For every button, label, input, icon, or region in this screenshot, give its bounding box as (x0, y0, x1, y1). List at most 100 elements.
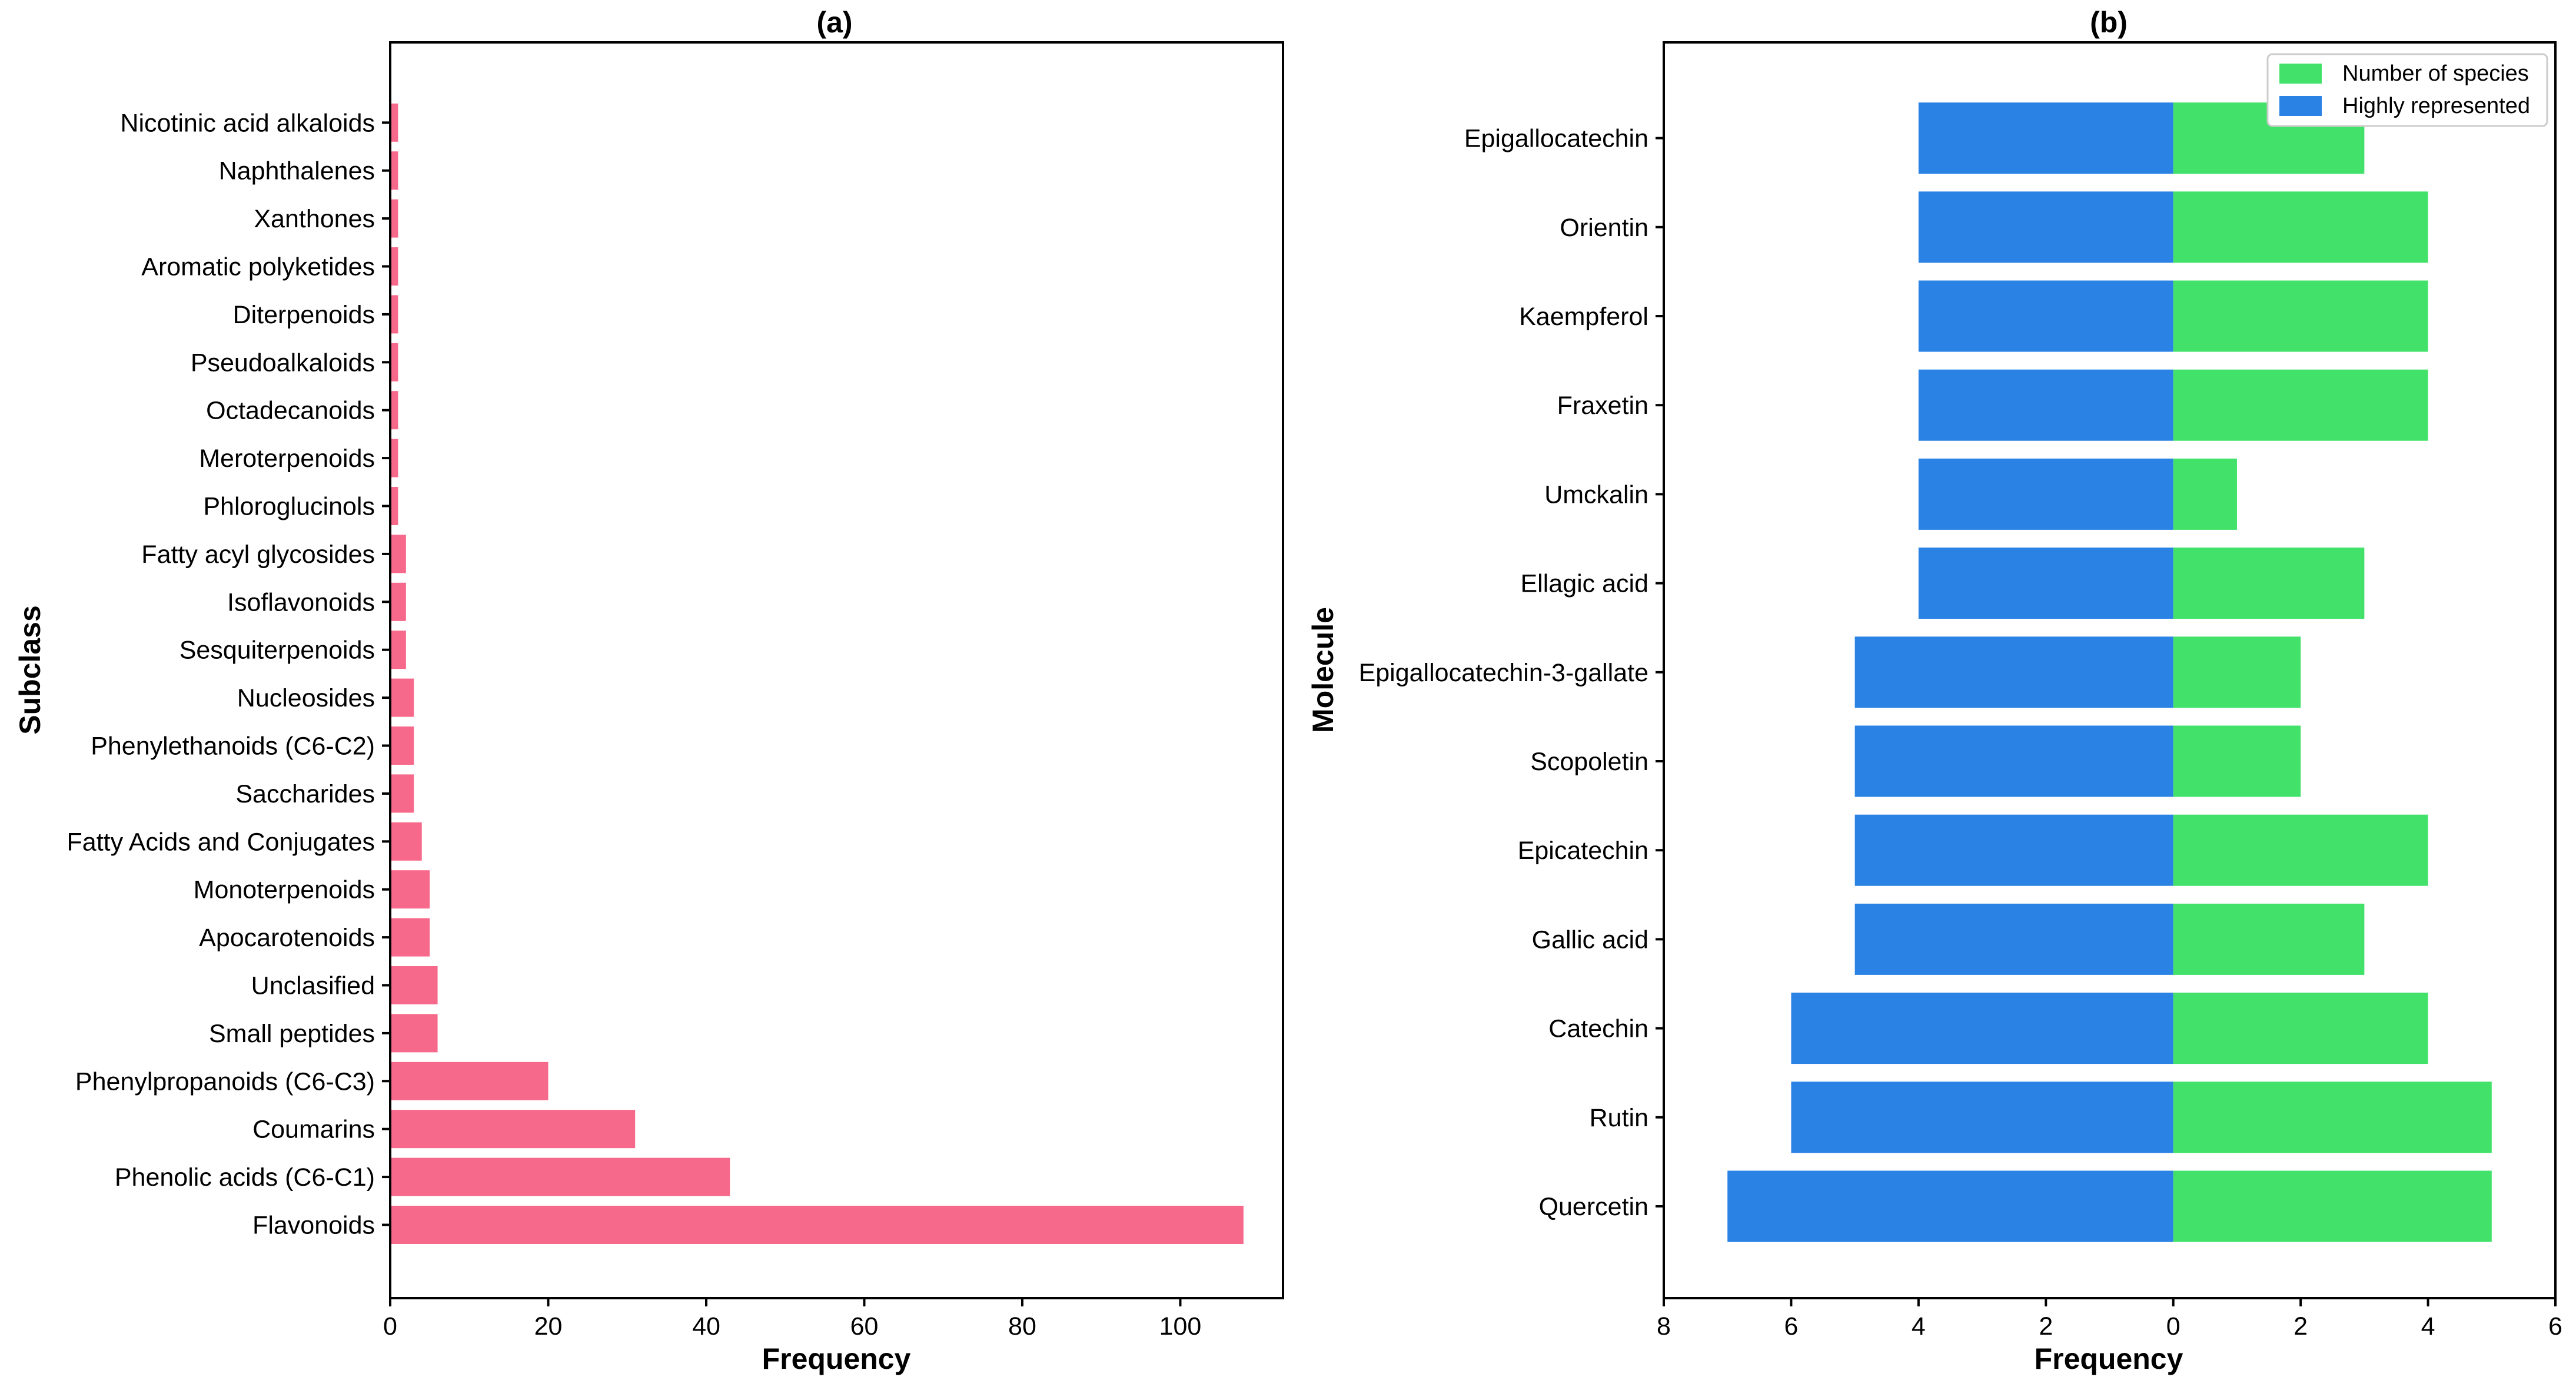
y-tick-label-rutin: Rutin (1590, 1104, 1648, 1132)
bar-highly-represented-orientin (1918, 191, 2173, 263)
x-tick-label: 4 (2421, 1312, 2435, 1341)
subclass-chart: (a) Flavonoids Phenolic acids (C6-C1) Coum… (14, 6, 1284, 1375)
y-tick-label-flavonoids: Flavonoids (252, 1212, 375, 1240)
bar-flavonoids (390, 1206, 1244, 1244)
x-tick-label: 2 (2294, 1312, 2308, 1341)
bar-number-of-species-scopoletin (2173, 725, 2301, 797)
bar-highly-represented-scopoletin (1854, 725, 2173, 797)
x-tick-label: 0 (2166, 1312, 2181, 1341)
y-tick-label-monoterpenoids: Monoterpenoids (194, 876, 375, 904)
y-tick-label-gallic-acid: Gallic acid (1532, 925, 1648, 954)
bar-pseudoalkaloids (390, 343, 398, 381)
chart-b-y-axis-title: Molecule (1307, 607, 1339, 733)
bar-coumarins (390, 1110, 636, 1149)
bar-number-of-species-epicatechin (2173, 814, 2428, 886)
y-tick-label-aromatic-polyketides: Aromatic polyketides (141, 253, 375, 281)
chart-b-x-axis-title: Frequency (2035, 1342, 2183, 1375)
x-tick-label: 0 (383, 1312, 397, 1341)
bar-highly-represented-epicatechin (1854, 814, 2173, 886)
bar-phenylethanoids-c6-c2 (390, 726, 414, 765)
x-tick-label: 4 (1912, 1312, 1926, 1341)
y-tick-label-kaempferol: Kaempferol (1519, 303, 1648, 331)
bar-xanthones (390, 199, 398, 238)
y-tick-label-naphthalenes: Naphthalenes (219, 157, 375, 185)
x-tick-label: 60 (850, 1312, 879, 1341)
x-tick-label: 6 (2548, 1312, 2562, 1341)
y-tick-label-umckalin: Umckalin (1544, 480, 1648, 509)
bar-highly-represented-kaempferol (1918, 280, 2173, 352)
chart-b-plot-frame (1663, 41, 2557, 1299)
y-tick-label-nicotinic-acid-alkaloids: Nicotinic acid alkaloids (120, 109, 375, 137)
y-tick-label-epigallocatechin-3-gallate: Epigallocatechin-3-gallate (1359, 659, 1648, 687)
bar-highly-represented-fraxetin (1918, 369, 2173, 441)
chart-a-title: (a) (816, 6, 852, 39)
bar-highly-represented-quercetin (1727, 1170, 2173, 1242)
chart-b-legend: Number of species Highly represented (2266, 53, 2548, 127)
chart-a-x-axis-title: Frequency (762, 1342, 911, 1375)
bar-highly-represented-umckalin (1918, 458, 2173, 530)
x-tick-label: 6 (1784, 1312, 1798, 1341)
legend-swatch-highly-represented (2279, 96, 2322, 116)
x-tick-label: 80 (1008, 1312, 1036, 1341)
y-tick-label-quercetin: Quercetin (1539, 1193, 1648, 1221)
x-tick-label: 2 (2039, 1312, 2053, 1341)
bar-number-of-species-gallic-acid (2173, 903, 2365, 975)
bar-apocarotenoids (390, 918, 430, 957)
chart-b-bars (1727, 102, 2492, 1242)
chart-a-bars (390, 103, 1244, 1244)
bar-highly-represented-catechin (1791, 993, 2173, 1064)
y-tick-label-nucleosides: Nucleosides (237, 684, 375, 712)
bar-number-of-species-kaempferol (2173, 280, 2428, 352)
bar-phloroglucinols (390, 487, 398, 525)
bar-number-of-species-orientin (2173, 191, 2428, 263)
bar-isoflavonoids (390, 582, 406, 621)
x-tick-label: 100 (1159, 1312, 1202, 1341)
bar-number-of-species-rutin (2173, 1082, 2492, 1153)
chart-a-y-ticks: Flavonoids Phenolic acids (C6-C1) Coumarin… (67, 109, 390, 1240)
x-tick-label: 8 (1657, 1312, 1671, 1341)
y-tick-label-isoflavonoids: Isoflavonoids (227, 588, 375, 616)
y-tick-label-pseudoalkaloids: Pseudoalkaloids (191, 349, 375, 377)
bar-sesquiterpenoids (390, 631, 406, 669)
chart-a-y-axis-title: Subclass (14, 605, 46, 735)
bar-number-of-species-umckalin (2173, 458, 2237, 530)
y-tick-label-phenylethanoids-c6-c2: Phenylethanoids (C6-C2) (91, 732, 375, 761)
y-tick-label-epigallocatechin: Epigallocatechin (1464, 125, 1648, 153)
bar-highly-represented-ellagic-acid (1918, 548, 2173, 619)
legend-frame (2266, 53, 2548, 127)
y-tick-label-diterpenoids: Diterpenoids (233, 301, 375, 329)
x-tick-label: 20 (534, 1312, 563, 1341)
y-tick-label-small-peptides: Small peptides (209, 1020, 375, 1048)
bar-highly-represented-gallic-acid (1854, 903, 2173, 975)
y-tick-label-unclasified: Unclasified (251, 972, 375, 1000)
y-tick-label-fatty-acyl-glycosides: Fatty acyl glycosides (141, 540, 375, 569)
y-tick-label-xanthones: Xanthones (254, 205, 375, 233)
y-tick-label-epicatechin: Epicatechin (1518, 837, 1648, 865)
bar-naphthalenes (390, 151, 398, 190)
bar-diterpenoids (390, 295, 398, 334)
y-tick-label-scopoletin: Scopoletin (1530, 748, 1648, 776)
y-tick-label-saccharides: Saccharides (235, 780, 375, 808)
bar-fatty-acids-and-conjugates (390, 822, 422, 861)
y-tick-label-phloroglucinols: Phloroglucinols (203, 493, 375, 521)
bar-phenylpropanoids-c6-c3 (390, 1061, 549, 1100)
bar-highly-represented-epigallocatechin (1918, 102, 2173, 174)
legend-label-number-of-species: Number of species (2342, 61, 2529, 86)
chart-a-x-ticks: 0 20 40 60 80 100 (383, 1298, 1201, 1341)
chart-b-y-ticks: Quercetin Rutin Catechin Gallic acid Epicate… (1359, 125, 1664, 1221)
bar-aromatic-polyketides (390, 247, 398, 286)
bar-number-of-species-epigallocatechin-3-gallate (2173, 636, 2301, 708)
y-tick-label-fatty-acids-and-conjugates: Fatty Acids and Conjugates (67, 828, 375, 856)
y-tick-label-phenolic-acids-c6-c1: Phenolic acids (C6-C1) (115, 1163, 375, 1192)
y-tick-label-coumarins: Coumarins (252, 1116, 375, 1144)
bar-phenolic-acids-c6-c1 (390, 1157, 730, 1196)
y-tick-label-fraxetin: Fraxetin (1557, 392, 1648, 420)
legend-label-highly-represented: Highly represented (2342, 94, 2530, 118)
bar-saccharides (390, 774, 414, 813)
molecule-chart: (b) Quercetin Rutin Catechin Gallic acid Epi… (1307, 6, 2562, 1375)
legend-swatch-number-of-species (2279, 64, 2322, 84)
bar-highly-represented-rutin (1791, 1082, 2173, 1153)
bar-number-of-species-catechin (2173, 993, 2428, 1064)
bar-monoterpenoids (390, 870, 430, 909)
